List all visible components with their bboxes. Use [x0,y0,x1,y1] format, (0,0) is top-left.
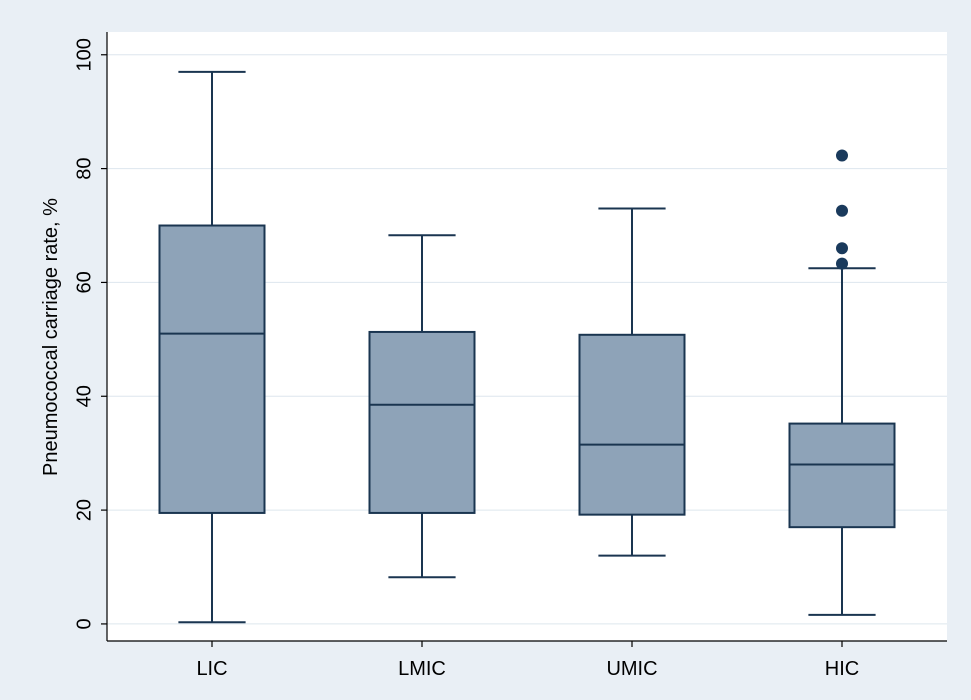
x-tick-label: LMIC [398,658,446,680]
x-tick-label: LIC [196,658,227,680]
iqr-box [368,330,476,514]
y-axis-title: Pneumococcal carriage rate, % [40,198,62,476]
y-tick-label: 80 [73,157,95,179]
box-hic [788,149,896,616]
axes [106,32,947,642]
iqr-box [158,224,266,514]
x-tick-label: HIC [825,658,859,680]
x-tick-label: UMIC [606,658,657,680]
outlier-point [836,257,848,270]
y-tick-label: 100 [73,38,95,71]
outlier-point [836,204,848,217]
iqr-box [788,422,896,529]
y-tick-label: 60 [73,271,95,293]
y-tick-label: 20 [73,499,95,521]
x-ticks: LIC LMIC UMIC HIC [196,641,859,680]
box-lmic [368,234,476,579]
iqr-box [578,333,686,516]
boxes [158,70,896,624]
box-lic [158,70,266,624]
y-tick-label: 0 [73,618,95,629]
y-ticks: 0 20 40 60 80 100 [73,38,107,629]
box-umic [578,207,686,557]
outlier-point [836,149,848,162]
outlier-point [836,242,848,255]
y-tick-label: 40 [73,385,95,407]
